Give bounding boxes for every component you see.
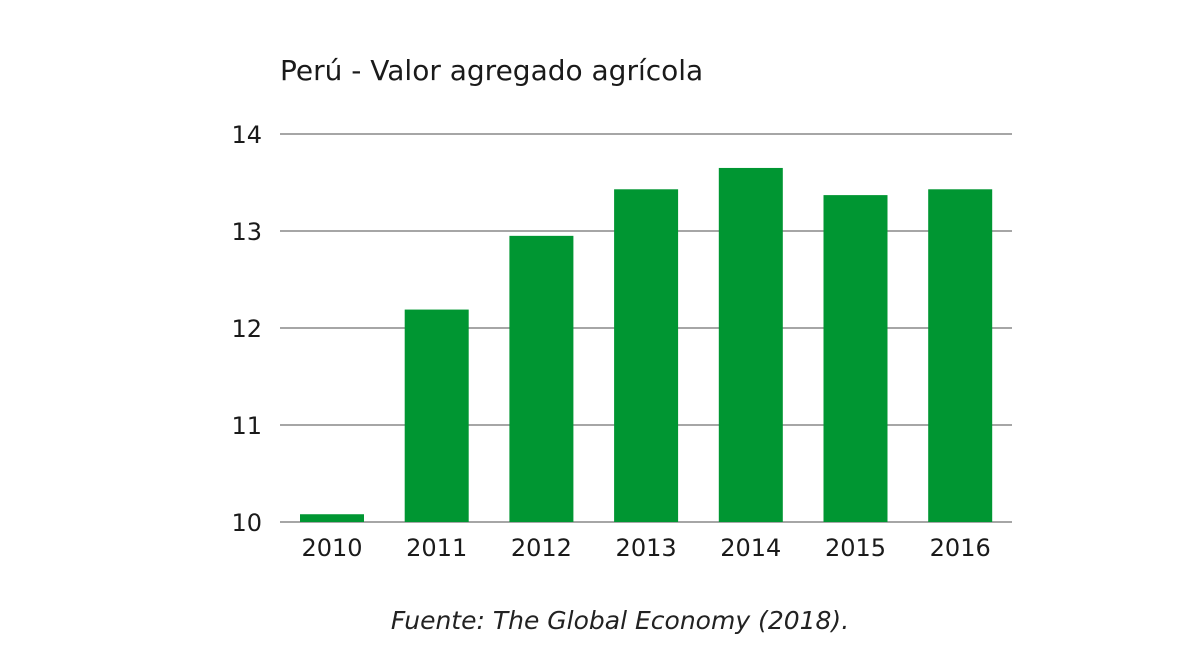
y-axis-ticks: 10 11 12 13 14 [231, 121, 262, 537]
bars [300, 167, 993, 523]
chart-title: Perú - Valor agregado agrícola [280, 54, 704, 87]
x-tick-label: 2016 [930, 534, 991, 562]
chart-source: Fuente: The Global Economy (2018). [390, 606, 850, 635]
y-tick-label: 13 [231, 218, 262, 246]
y-tick-label: 10 [231, 509, 262, 537]
x-tick-label: 2015 [825, 534, 886, 562]
y-tick-label: 14 [231, 121, 262, 149]
y-tick-label: 12 [231, 315, 262, 343]
bar-2011 [404, 309, 469, 522]
y-tick-label: 11 [231, 412, 262, 440]
x-tick-label: 2011 [406, 534, 467, 562]
x-tick-label: 2014 [720, 534, 781, 562]
x-axis-ticks: 2010 2011 2012 2013 2014 2015 2016 [301, 534, 990, 562]
x-tick-label: 2010 [301, 534, 362, 562]
x-tick-label: 2012 [511, 534, 572, 562]
x-tick-label: 2013 [616, 534, 677, 562]
bar-2014 [718, 167, 783, 522]
bar-2010 [300, 514, 364, 522]
bar-2015 [823, 195, 888, 523]
bar-2013 [614, 189, 679, 523]
bar-2012 [509, 235, 574, 522]
bar-2016 [928, 189, 993, 523]
